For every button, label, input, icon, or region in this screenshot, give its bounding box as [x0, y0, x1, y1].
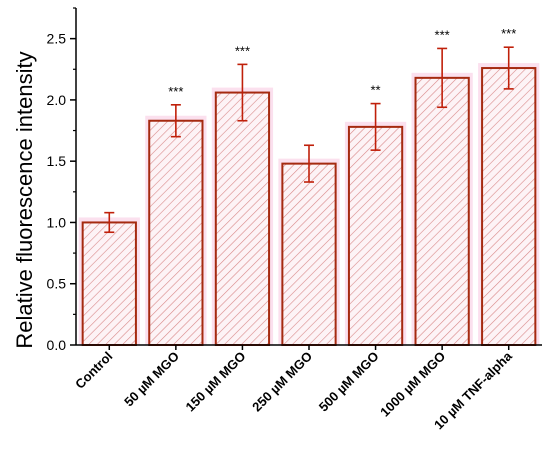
y-tick-label: 0.5 — [47, 276, 67, 292]
significance-label: *** — [168, 84, 183, 99]
bar — [81, 221, 137, 346]
bar — [481, 67, 537, 346]
category-label: 500 µM MGO — [316, 349, 382, 415]
y-tick-label: 1.5 — [47, 153, 67, 169]
y-tick-label: 0.0 — [47, 337, 67, 353]
y-tick-label: 2.0 — [47, 92, 67, 108]
significance-label: ** — [371, 83, 381, 98]
category-label: 150 µM MGO — [183, 349, 249, 415]
category-label: 1000 µM MGO — [377, 349, 448, 420]
significance-label: *** — [501, 26, 516, 41]
bar — [148, 119, 204, 346]
y-tick-label: 1.0 — [47, 214, 67, 230]
category-label: 50 µM MGO — [121, 349, 182, 410]
bar — [414, 76, 470, 346]
category-label: Control — [72, 349, 115, 392]
bar — [347, 125, 404, 346]
bar — [214, 91, 271, 346]
significance-label: *** — [235, 43, 250, 58]
y-tick-label: 2.5 — [47, 31, 67, 47]
y-axis-title: Relative fluorescence intensity — [12, 51, 37, 348]
significance-label: *** — [435, 27, 450, 42]
bar — [281, 162, 337, 346]
category-label: 250 µM MGO — [249, 349, 315, 415]
